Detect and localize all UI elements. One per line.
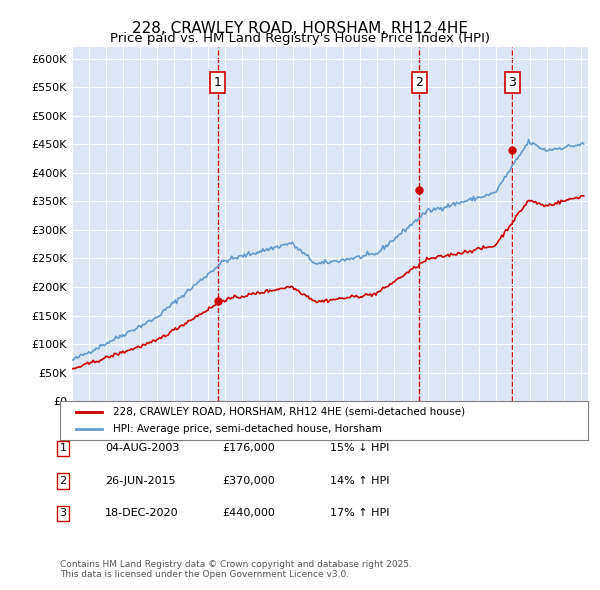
Text: Contains HM Land Registry data © Crown copyright and database right 2025.
This d: Contains HM Land Registry data © Crown c… — [60, 560, 412, 579]
Text: £370,000: £370,000 — [222, 476, 275, 486]
Text: 1: 1 — [59, 444, 67, 453]
Text: 26-JUN-2015: 26-JUN-2015 — [105, 476, 176, 486]
Text: 17% ↑ HPI: 17% ↑ HPI — [330, 509, 389, 518]
Text: 3: 3 — [59, 509, 67, 518]
Text: 15% ↓ HPI: 15% ↓ HPI — [330, 444, 389, 453]
Text: 18-DEC-2020: 18-DEC-2020 — [105, 509, 179, 518]
Text: 2: 2 — [416, 76, 424, 89]
Text: 04-AUG-2003: 04-AUG-2003 — [105, 444, 179, 453]
Text: 228, CRAWLEY ROAD, HORSHAM, RH12 4HE: 228, CRAWLEY ROAD, HORSHAM, RH12 4HE — [132, 21, 468, 35]
Text: 228, CRAWLEY ROAD, HORSHAM, RH12 4HE (semi-detached house): 228, CRAWLEY ROAD, HORSHAM, RH12 4HE (se… — [113, 407, 465, 417]
Text: £440,000: £440,000 — [222, 509, 275, 518]
Text: Price paid vs. HM Land Registry's House Price Index (HPI): Price paid vs. HM Land Registry's House … — [110, 32, 490, 45]
Text: 3: 3 — [509, 76, 517, 89]
Text: HPI: Average price, semi-detached house, Horsham: HPI: Average price, semi-detached house,… — [113, 424, 382, 434]
Text: 2: 2 — [59, 476, 67, 486]
Text: 1: 1 — [214, 76, 221, 89]
Text: 14% ↑ HPI: 14% ↑ HPI — [330, 476, 389, 486]
Text: £176,000: £176,000 — [222, 444, 275, 453]
